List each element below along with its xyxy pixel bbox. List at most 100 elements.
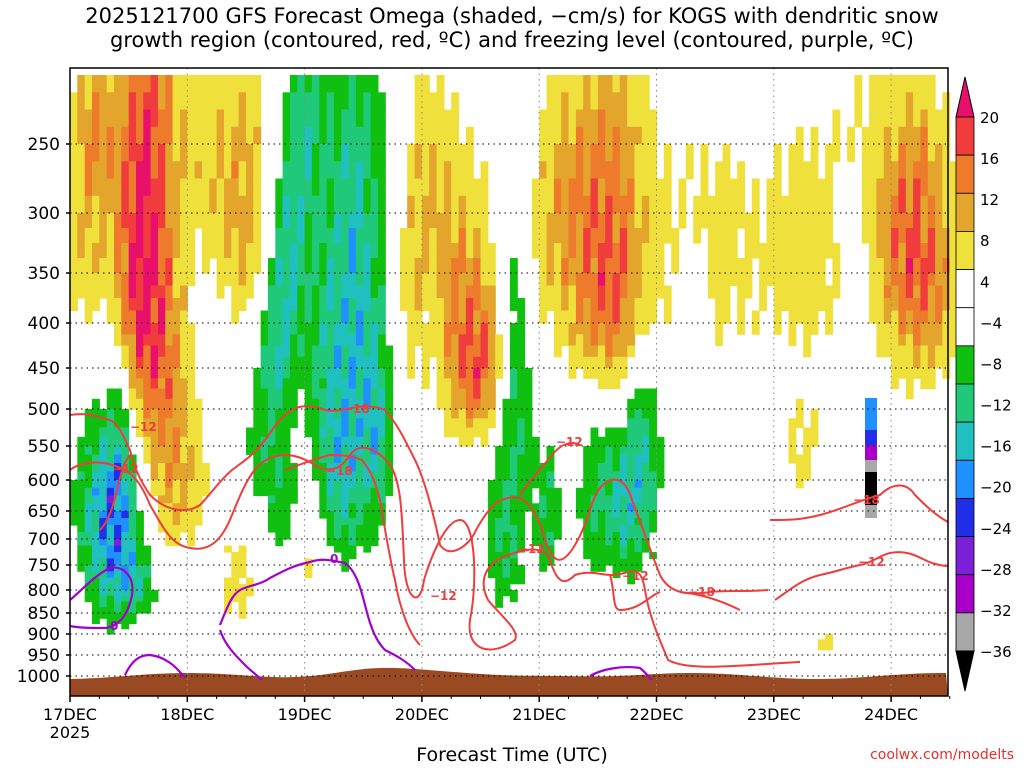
omega-cell	[114, 571, 122, 579]
omega-cell	[311, 258, 320, 274]
omega-cell	[443, 178, 452, 197]
omega-cell	[92, 577, 100, 585]
omega-cell	[883, 213, 892, 229]
omega-cell	[590, 368, 599, 379]
omega-cell	[927, 178, 936, 197]
omega-cell	[326, 454, 335, 464]
omega-cell	[531, 503, 540, 512]
omega-cell	[282, 471, 291, 481]
omega-cell	[517, 310, 526, 324]
omega-cell	[407, 298, 416, 312]
dgz-contour-label: −12	[112, 462, 139, 476]
omega-cell	[509, 273, 518, 287]
omega-cell	[627, 487, 636, 497]
omega-cell	[619, 539, 628, 547]
omega-cell	[282, 368, 291, 379]
omega-cell	[509, 285, 518, 299]
omega-cell	[509, 539, 518, 547]
omega-cell	[150, 334, 159, 347]
omega-cell	[641, 539, 650, 547]
omega-cell	[377, 518, 386, 526]
omega-cell	[590, 258, 599, 274]
omega-cell	[143, 446, 152, 456]
omega-cell	[282, 334, 291, 347]
omega-cell	[150, 446, 159, 456]
omega-cell	[106, 228, 115, 244]
omega-cell	[641, 398, 650, 410]
omega-cell	[114, 144, 122, 162]
omega-cell	[854, 109, 863, 128]
omega-cell	[128, 243, 137, 259]
omega-cell	[246, 228, 254, 244]
omega-cell	[158, 378, 166, 390]
omega-cell	[333, 471, 342, 481]
omega-cell	[597, 518, 606, 526]
omega-cell	[920, 298, 929, 312]
omega-cell	[326, 285, 335, 299]
omega-cell	[443, 310, 452, 324]
omega-cell	[114, 532, 122, 540]
omega-cell	[641, 388, 650, 400]
omega-cell	[539, 161, 548, 180]
omega-cell	[84, 310, 93, 324]
omega-cell	[267, 427, 276, 438]
omega-cell	[495, 487, 504, 497]
omega-cell	[685, 144, 694, 162]
omega-cell	[539, 525, 548, 533]
omega-cell	[583, 471, 592, 481]
omega-cell	[465, 298, 474, 312]
omega-cell	[165, 345, 174, 358]
omega-cell	[443, 298, 452, 312]
omega-cell	[92, 446, 100, 456]
omega-cell	[121, 243, 130, 259]
omega-cell	[333, 518, 342, 526]
omega-cell	[619, 285, 628, 299]
omega-cell	[605, 75, 614, 93]
omega-cell	[399, 273, 408, 287]
omega-cell	[326, 480, 335, 489]
omega-cell	[99, 518, 108, 526]
omega-cell	[165, 161, 174, 180]
omega-cell	[803, 323, 811, 335]
omega-cell	[751, 178, 760, 197]
omega-cell	[253, 109, 262, 128]
omega-cell	[172, 511, 181, 519]
omega-cell	[810, 161, 819, 180]
omega-cell	[759, 243, 767, 259]
omega-cell	[612, 480, 621, 489]
omega-cell	[246, 178, 254, 197]
omega-cell	[487, 558, 496, 566]
omega-cell	[605, 378, 614, 390]
omega-cell	[99, 552, 108, 560]
omega-cell	[297, 92, 306, 111]
omega-cell	[627, 471, 636, 481]
omega-cell	[106, 298, 115, 312]
omega-cell	[70, 109, 78, 128]
credit-link[interactable]: coolwx.com/modelts	[870, 747, 1014, 763]
omega-cell	[70, 285, 78, 299]
omega-cell	[289, 323, 298, 335]
omega-cell	[399, 258, 408, 274]
omega-cell	[106, 126, 115, 145]
omega-cell	[253, 480, 262, 489]
omega-cell	[99, 409, 108, 419]
omega-cell	[70, 495, 78, 504]
omega-cell	[898, 109, 907, 128]
omega-cell	[876, 178, 885, 197]
omega-cell	[238, 109, 247, 128]
omega-cell	[172, 454, 181, 464]
omega-cell	[172, 463, 181, 473]
omega-cell	[898, 92, 907, 111]
omega-cell	[451, 368, 460, 379]
omega-cell	[172, 310, 181, 324]
omega-cell	[509, 345, 518, 358]
omega-cell	[136, 345, 144, 358]
omega-cell	[143, 345, 152, 358]
omega-cell	[421, 92, 430, 111]
omega-cell	[246, 92, 254, 111]
omega-cell	[583, 213, 592, 229]
omega-cell	[106, 75, 115, 93]
omega-cell	[451, 195, 460, 214]
omega-cell	[121, 298, 130, 312]
omega-cell	[480, 345, 489, 358]
